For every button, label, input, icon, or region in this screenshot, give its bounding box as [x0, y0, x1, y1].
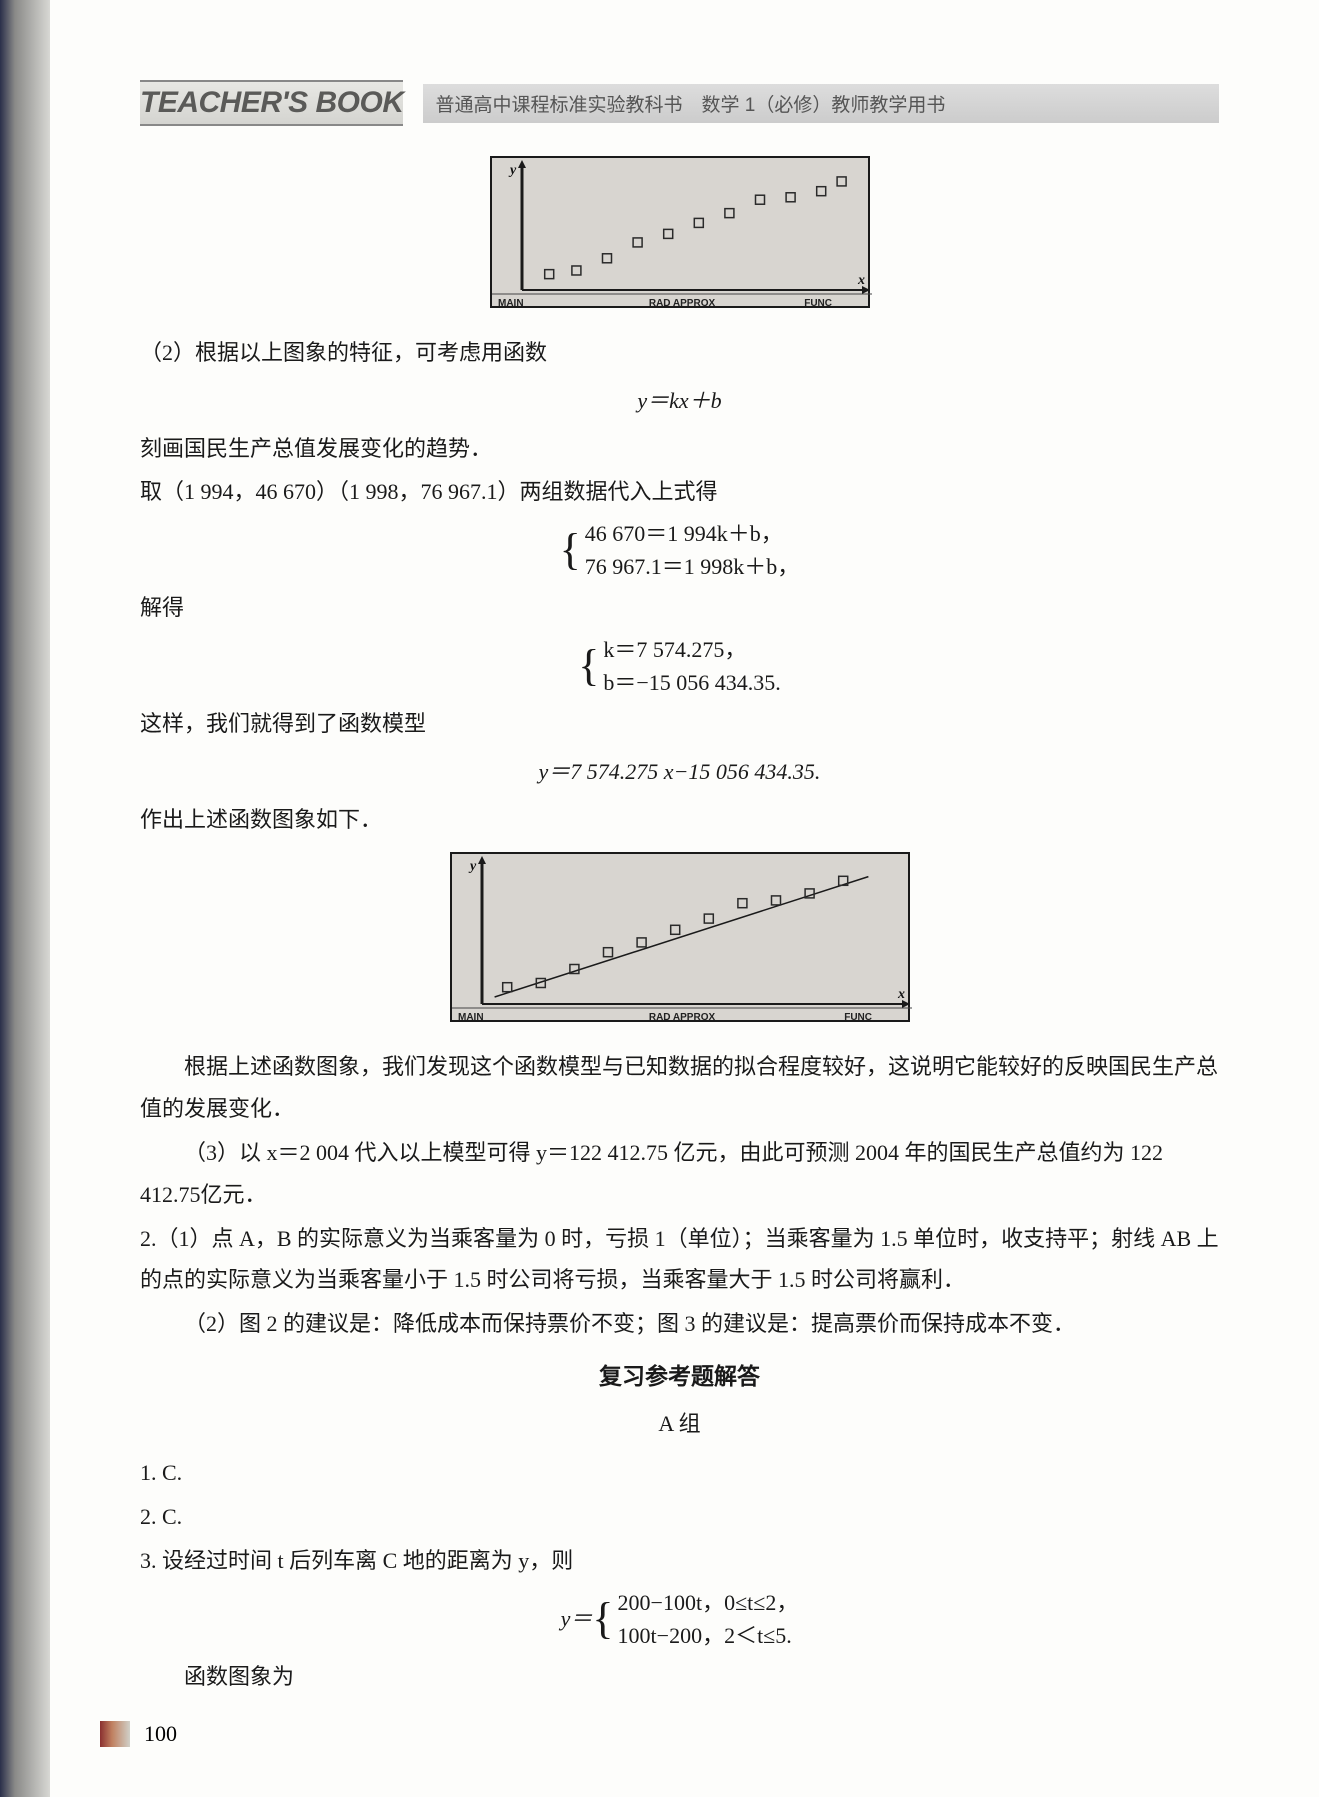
eq-solution-k: k＝7 574.275， — [603, 633, 780, 666]
svg-text:x: x — [857, 273, 865, 288]
equation-piecewise: y＝ { 200−100t，0≤t≤2， 100t−200，2＜t≤5. — [140, 1586, 1219, 1652]
page-number: 100 — [144, 1721, 177, 1747]
group-a-label: A 组 — [140, 1403, 1219, 1445]
svg-text:y: y — [508, 163, 517, 178]
eq-system-1-line-2: 76 967.1＝1 998k＋b， — [585, 550, 800, 583]
svg-text:MAIN: MAIN — [498, 298, 524, 309]
page-number-block: 100 — [100, 1721, 177, 1747]
svg-text:MAIN: MAIN — [458, 1012, 484, 1023]
eq-piecewise-line-1: 200−100t，0≤t≤2， — [618, 1586, 799, 1619]
para-data-points: 取（1 994，46 670）（1 998，76 967.1）两组数据代入上式得 — [140, 471, 1219, 513]
para-plot: 作出上述函数图象如下． — [140, 799, 1219, 841]
brace-icon: { — [578, 646, 599, 686]
svg-text:x: x — [897, 987, 905, 1002]
problem-2-part-1: 2.（1）点 A，B 的实际意义为当乘客量为 0 时，亏损 1（单位）；当乘客量… — [140, 1218, 1219, 1302]
problem-2-part-2: （2）图 2 的建议是：降低成本而保持票价不变；图 3 的建议是：提高票价而保持… — [140, 1303, 1219, 1345]
svg-text:FUNC: FUNC — [804, 298, 832, 309]
review-section-title: 复习参考题解答 — [140, 1355, 1219, 1399]
para-model: 这样，我们就得到了函数模型 — [140, 703, 1219, 745]
para-graph-is: 函数图象为 — [140, 1656, 1219, 1698]
page-header: TEACHER'S BOOK 普通高中课程标准实验教科书 数学 1（必修）教师教… — [140, 80, 1219, 126]
scatter-chart-2: y x MAIN RAD APPROX FUNC — [450, 852, 910, 1022]
book-title: TEACHER'S BOOK — [140, 80, 403, 126]
page: TEACHER'S BOOK 普通高中课程标准实验教科书 数学 1（必修）教师教… — [0, 0, 1319, 1797]
chart-1-svg: y x MAIN RAD APPROX FUNC — [492, 158, 872, 310]
eq-piecewise-line-2: 100t−200，2＜t≤5. — [618, 1619, 799, 1652]
equation-model: y＝7 574.275 x−15 056 434.35. — [140, 751, 1219, 793]
brace-icon: { — [560, 530, 581, 570]
eq-solution-b: b＝−15 056 434.35. — [603, 666, 780, 699]
para-prediction: （3）以 x＝2 004 代入以上模型可得 y＝122 412.75 亿元，由此… — [140, 1132, 1219, 1216]
chart-1-container: y x MAIN RAD APPROX FUNC — [140, 156, 1219, 308]
eq-system-1-line-1: 46 670＝1 994k＋b， — [585, 517, 800, 550]
answer-1: 1. C. — [140, 1452, 1219, 1494]
scatter-chart-1: y x MAIN RAD APPROX FUNC — [490, 156, 870, 308]
para-solve: 解得 — [140, 587, 1219, 629]
para-2-intro: （2）根据以上图象的特征，可考虑用函数 — [140, 332, 1219, 374]
svg-text:FUNC: FUNC — [844, 1012, 872, 1023]
page-number-decoration — [100, 1721, 130, 1747]
para-trend: 刻画国民生产总值发展变化的趋势． — [140, 428, 1219, 470]
svg-text:y: y — [468, 859, 477, 874]
para-fit-analysis: 根据上述函数图象，我们发现这个函数模型与已知数据的拟合程度较好，这说明它能较好的… — [140, 1046, 1219, 1130]
chart-2-svg: y x MAIN RAD APPROX FUNC — [452, 854, 912, 1024]
book-subtitle: 普通高中课程标准实验教科书 数学 1（必修）教师教学用书 — [423, 84, 1219, 123]
answer-3: 3. 设经过时间 t 后列车离 C 地的距离为 y，则 — [140, 1540, 1219, 1582]
body-content-2: 根据上述函数图象，我们发现这个函数模型与已知数据的拟合程度较好，这说明它能较好的… — [140, 1046, 1219, 1697]
svg-text:RAD APPROX: RAD APPROX — [648, 298, 715, 309]
body-content: （2）根据以上图象的特征，可考虑用函数 y＝kx＋b 刻画国民生产总值发展变化的… — [140, 332, 1219, 840]
answer-2: 2. C. — [140, 1496, 1219, 1538]
equation-solution: { k＝7 574.275， b＝−15 056 434.35. — [140, 633, 1219, 699]
book-spine — [0, 0, 50, 1797]
equation-system-1: { 46 670＝1 994k＋b， 76 967.1＝1 998k＋b， — [140, 517, 1219, 583]
eq-piecewise-lhs: y＝ — [561, 1598, 593, 1640]
equation-linear: y＝kx＋b — [140, 380, 1219, 422]
brace-icon: { — [592, 1599, 613, 1639]
svg-text:RAD APPROX: RAD APPROX — [648, 1012, 715, 1023]
chart-2-container: y x MAIN RAD APPROX FUNC — [140, 852, 1219, 1022]
